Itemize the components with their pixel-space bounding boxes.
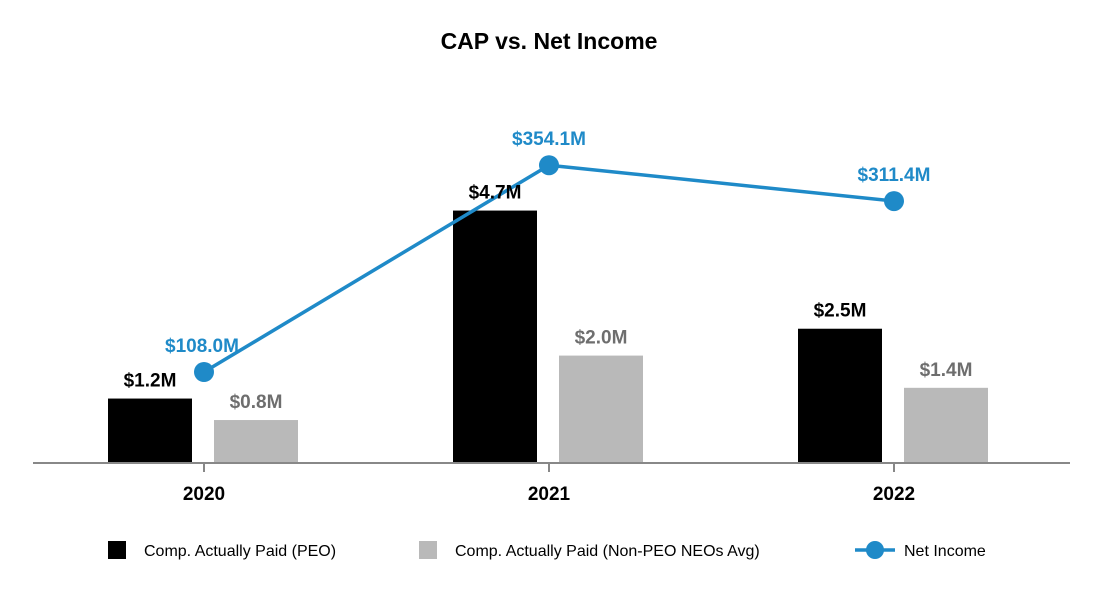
net-income-label-2021: $354.1M: [512, 129, 586, 150]
legend: Comp. Actually Paid (PEO) Comp. Actually …: [108, 541, 986, 560]
data-label-peo-2022: $2.5M: [814, 301, 867, 322]
chart-title: CAP vs. Net Income: [441, 28, 658, 54]
bar-peo-2021: [453, 210, 537, 463]
legend-swatch-comp-actually-paid-non-peo-neos-avg: [419, 541, 437, 559]
net-income-point-2021: [539, 155, 559, 176]
data-label-peo-2021: $4.7M: [469, 183, 522, 204]
legend-label-net-income: Net Income: [904, 543, 986, 560]
data-labels-layer: $1.2M $4.7M $2.5M $0.8M $2.0M $1.4M $108.0M $35…: [124, 129, 973, 413]
data-label-neo-2021: $2.0M: [575, 328, 628, 349]
bar-neo-2020: [214, 420, 298, 463]
data-label-neo-2020: $0.8M: [230, 392, 283, 413]
data-label-peo-2020: $1.2M: [124, 371, 177, 392]
legend-marker-net-income: [866, 541, 884, 559]
data-label-neo-2022: $1.4M: [920, 360, 973, 381]
bars-layer: [108, 210, 988, 463]
net-income-label-2022: $311.4M: [858, 165, 931, 186]
legend-swatch-comp-actually-paid-peo: [108, 541, 126, 559]
bar-neo-2022: [904, 387, 988, 463]
net-income-point-2022: [884, 191, 904, 212]
net-income-point-2020: [194, 361, 214, 382]
x-axis: 2020 2021 2022: [33, 462, 1070, 505]
bar-peo-2020: [108, 398, 192, 463]
legend-label-comp-actually-paid-non-peo-neos-avg: Comp. Actually Paid (Non-PEO NEOs Avg): [455, 543, 760, 560]
net-income-label-2020: $108.0M: [165, 336, 239, 357]
bar-neo-2021: [559, 355, 643, 463]
legend-label-comp-actually-paid-peo: Comp. Actually Paid (PEO): [144, 543, 336, 560]
net-income-line: [203, 163, 895, 374]
bar-peo-2022: [798, 328, 882, 463]
net-income-line-layer: [194, 155, 904, 382]
x-tick-label-2022: 2022: [873, 484, 915, 505]
x-tick-label-2021: 2021: [528, 484, 571, 505]
x-tick-label-2020: 2020: [183, 484, 225, 505]
